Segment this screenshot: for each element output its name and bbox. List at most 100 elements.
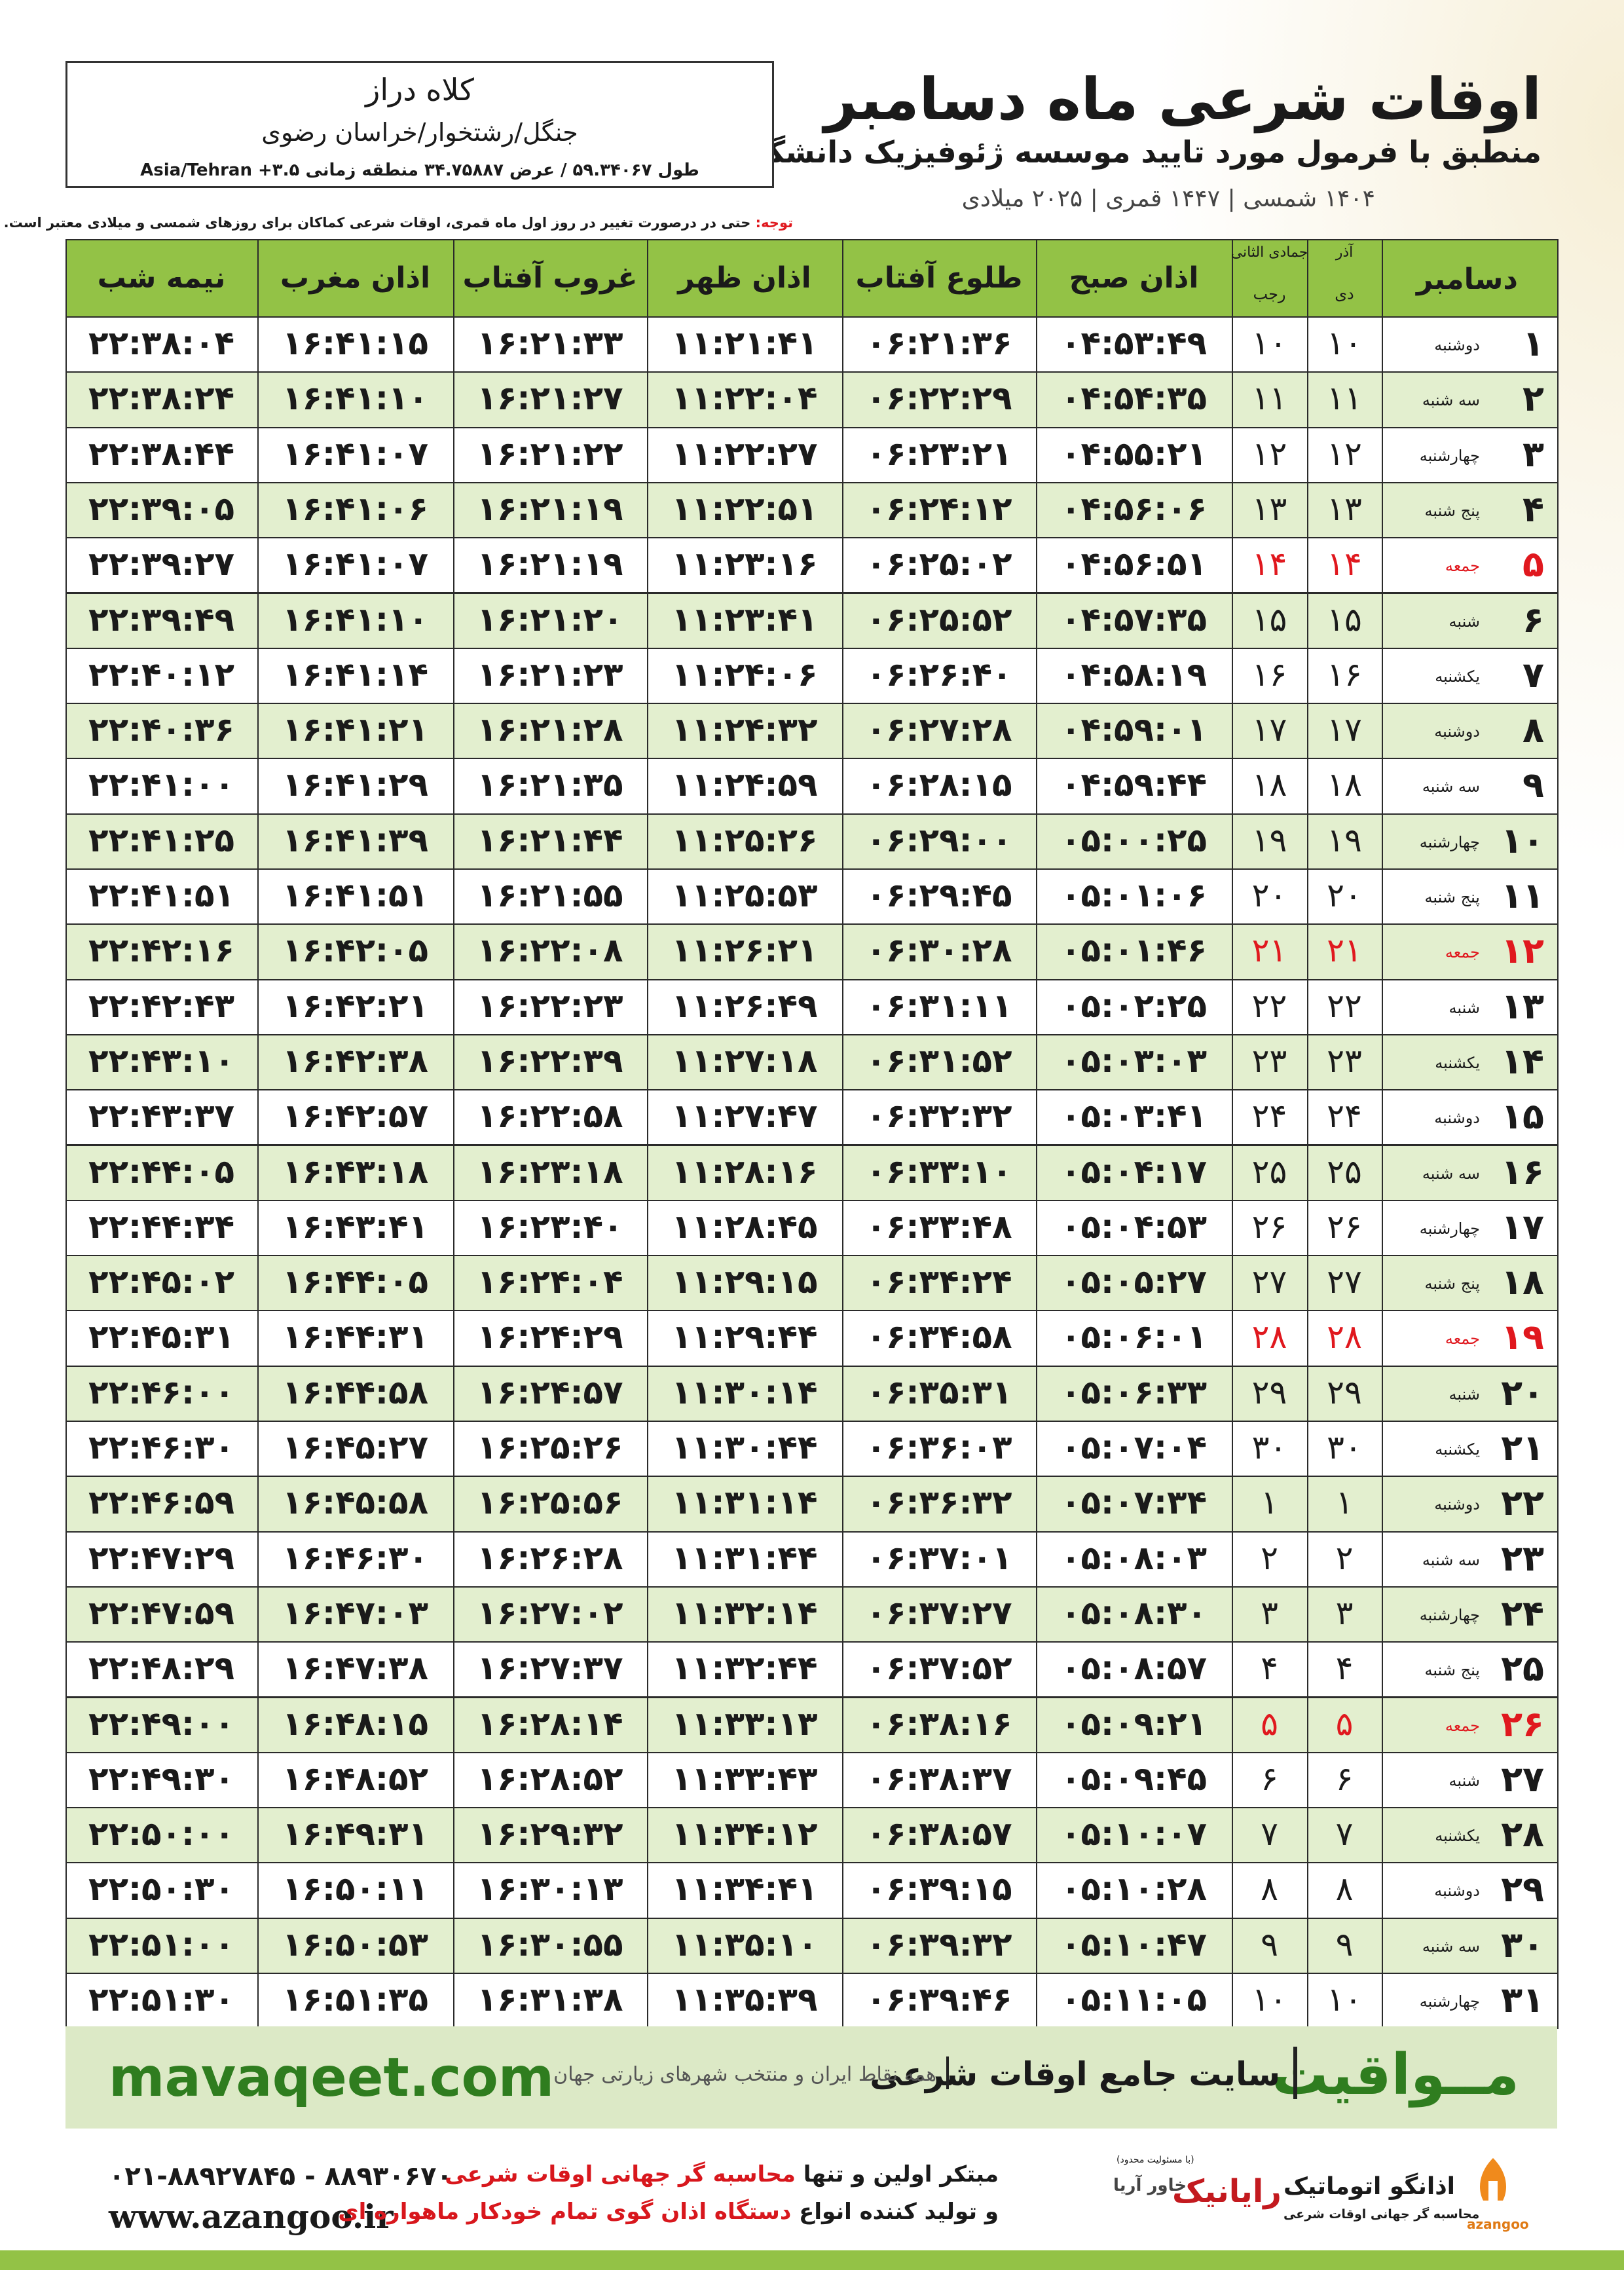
prayer-time: ۱۶:۴۴:۵۸ <box>282 1373 429 1411</box>
weekday: پنج شنبه <box>1424 888 1480 906</box>
table-cell <box>1036 1807 1233 1864</box>
banner-divider <box>1293 2047 1297 2099</box>
prayer-time: ۲۲:۴۵:۳۱ <box>88 1318 235 1356</box>
month-day: ۳۰ <box>1251 1428 1287 1466</box>
prayer-time: ۰۶:۳۴:۵۸ <box>866 1318 1012 1356</box>
weekday: سه شنبه <box>1422 1937 1480 1956</box>
prayer-time: ۲۲:۴۶:۵۹ <box>88 1483 235 1522</box>
header-time: غروب آفتاب <box>462 261 638 295</box>
prayer-time: ۰۶:۲۹:۰۰ <box>866 821 1012 859</box>
prayer-time: ۰۵:۰۶:۳۳ <box>1060 1373 1208 1411</box>
prayer-time: ۱۶:۴۱:۱۵ <box>282 324 429 362</box>
prayer-time: ۱۶:۲۱:۲۸ <box>477 711 623 749</box>
weekday: شنبه <box>1449 998 1480 1017</box>
prayer-time: ۱۶:۲۱:۵۵ <box>477 876 623 914</box>
prayer-time: ۰۶:۳۸:۱۶ <box>866 1704 1012 1743</box>
prayer-time: ۱۱:۲۹:۱۵ <box>671 1263 818 1301</box>
prayer-time: ۱۶:۳۱:۳۸ <box>477 1981 623 2019</box>
prayer-time: ۲۲:۳۸:۰۴ <box>88 324 235 362</box>
table-cell <box>257 813 454 870</box>
weekday: جمعه <box>1445 943 1480 962</box>
prayer-time: ۰۵:۱۰:۲۸ <box>1060 1870 1208 1908</box>
prayer-time: ۱۱:۲۹:۴۴ <box>671 1318 818 1356</box>
weekday: چهارشنبه <box>1419 1605 1480 1624</box>
prayer-time: ۱۶:۴۱:۰۷ <box>282 434 429 473</box>
prayer-time: ۱۶:۲۸:۱۴ <box>477 1704 623 1743</box>
table-cell <box>65 592 259 649</box>
table-cell <box>1036 1586 1233 1643</box>
month-day: ۲۶ <box>1251 1207 1287 1246</box>
month-day: ۱۱ <box>1327 379 1362 418</box>
table-cell <box>1307 813 1383 870</box>
prayer-time: ۱۱:۲۳:۴۱ <box>671 600 818 639</box>
header-time: اذان ظهر <box>678 261 811 295</box>
prayer-time: ۲۲:۴۹:۰۰ <box>88 1704 235 1743</box>
table-cell <box>65 1586 259 1643</box>
prayer-time: ۰۵:۰۸:۳۰ <box>1060 1593 1208 1632</box>
prayer-time: ۱۶:۲۱:۳۳ <box>477 324 623 362</box>
location-coords: طول ۵۹.۳۴۰۶۷ / عرض ۳۴.۷۵۸۸۷ منطقه زمانی … <box>140 160 699 180</box>
prayer-time: ۱۱:۲۴:۰۶ <box>671 655 818 694</box>
table-cell <box>257 1476 454 1533</box>
prayer-time: ۱۶:۳۰:۵۵ <box>477 1925 623 1963</box>
table-cell <box>453 647 648 705</box>
day-number: ۱۷ <box>1501 1206 1544 1248</box>
month-day: ۲۸ <box>1327 1318 1362 1356</box>
prayer-time: ۱۶:۴۳:۱۸ <box>282 1152 429 1191</box>
prayer-time: ۰۵:۰۶:۰۱ <box>1060 1318 1208 1356</box>
month-day: ۲۹ <box>1327 1373 1362 1411</box>
table-cell <box>647 1807 843 1864</box>
highlight: محاسبه گر جهانی اوقات شرعی <box>445 2161 796 2187</box>
table-cell <box>453 1586 648 1643</box>
prayer-time: ۲۲:۴۸:۲۹ <box>88 1649 235 1688</box>
day-number: ۳ <box>1522 433 1544 475</box>
prayer-time: ۲۲:۴۳:۳۷ <box>88 1097 235 1136</box>
prayer-time: ۰۶:۳۹:۳۲ <box>866 1925 1012 1963</box>
weekday: دوشنبه <box>1434 722 1480 741</box>
table-cell <box>257 592 454 649</box>
partner-sub: خاور آریا <box>1113 2176 1187 2195</box>
prayer-time: ۱۶:۲۶:۲۸ <box>477 1538 623 1577</box>
table-cell <box>1307 1917 1383 1974</box>
table-cell <box>1307 703 1383 760</box>
table-cell <box>1382 426 1559 483</box>
month-day: ۲۰ <box>1327 876 1362 914</box>
prayer-time: ۲۲:۴۱:۲۵ <box>88 821 235 859</box>
prayer-time: ۲۲:۳۹:۴۹ <box>88 600 235 639</box>
prayer-time: ۰۴:۵۶:۰۶ <box>1060 489 1208 528</box>
table-cell <box>1307 1365 1383 1422</box>
prayer-time: ۱۶:۲۴:۰۴ <box>477 1263 623 1301</box>
month-day: ۷ <box>1261 1815 1278 1853</box>
partner-logo: رایانیک <box>1172 2173 1282 2210</box>
prayer-time: ۱۱:۲۷:۱۸ <box>671 1041 818 1080</box>
header-month-top: آذر <box>1335 244 1354 261</box>
table-cell <box>1232 1199 1308 1257</box>
highlight: دستگاه اذان گوی تمام خودکار ماهواره ای <box>338 2199 792 2225</box>
month-day: ۳ <box>1261 1593 1278 1632</box>
month-day: ۲۷ <box>1327 1263 1362 1301</box>
table-cell <box>65 316 259 373</box>
table-cell <box>257 1365 454 1422</box>
prayer-time: ۱۶:۴۸:۵۲ <box>282 1759 429 1798</box>
banner <box>65 2026 1557 2129</box>
banner-brand: مــواقیت <box>1272 2042 1519 2108</box>
table-cell <box>842 481 1037 539</box>
prayer-time: ۲۲:۴۳:۱۰ <box>88 1041 235 1080</box>
table-cell <box>1036 1033 1233 1091</box>
prayer-time: ۲۲:۵۰:۳۰ <box>88 1870 235 1908</box>
month-day: ۱۶ <box>1327 655 1362 694</box>
table-cell <box>1307 758 1383 815</box>
month-day: ۶ <box>1261 1759 1278 1798</box>
logo-latin: azangoo <box>1467 2216 1529 2232</box>
weekday: سه شنبه <box>1422 1164 1480 1183</box>
table-cell <box>453 1917 648 1974</box>
table-cell <box>453 1199 648 1257</box>
prayer-time: ۲۲:۴۴:۰۵ <box>88 1152 235 1191</box>
day-number: ۲۵ <box>1501 1648 1544 1690</box>
day-number: ۶ <box>1522 599 1544 641</box>
prayer-time: ۲۲:۵۰:۰۰ <box>88 1815 235 1853</box>
month-day: ۱۷ <box>1251 711 1287 749</box>
table-cell <box>842 703 1037 760</box>
phones: ۰۲۱-۸۸۹۲۷۸۴۵ - ۸۸۹۳۰۶۷۰ <box>109 2161 452 2191</box>
